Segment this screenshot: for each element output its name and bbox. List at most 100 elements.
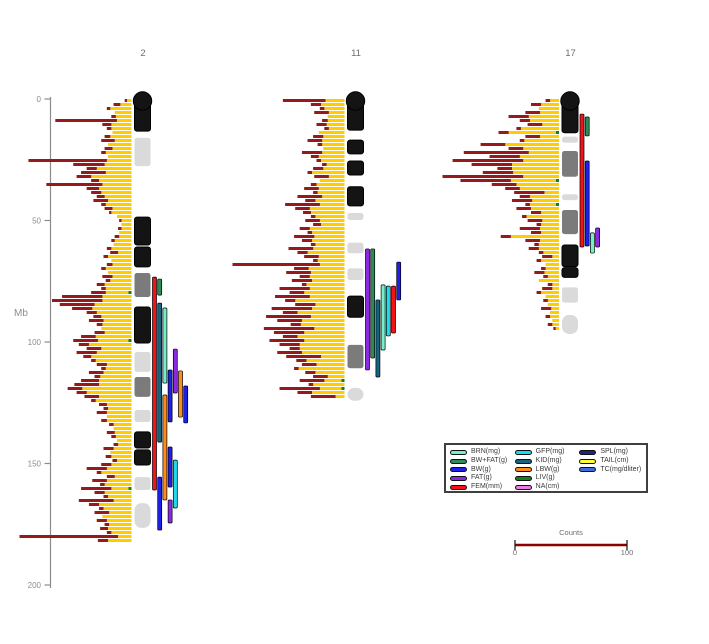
y-axis-tick-label: 200: [28, 581, 42, 590]
legend-label-SPL: SPL(mg): [600, 448, 628, 455]
count-histogram-17: [442, 99, 559, 330]
legend-label-GFP: GFP(mg): [535, 448, 565, 455]
qtl-bar-FAT: [595, 227, 600, 248]
qtl-bar-FAT: [167, 499, 173, 524]
legend-item-FAT: FAT(g): [450, 474, 515, 483]
legend-label-NA: NA(cm): [535, 483, 560, 491]
ideogram-band: [134, 216, 151, 246]
legend-label-BWFAT: BW+FAT(g): [471, 456, 508, 464]
legend-swatch-SPL: [579, 449, 597, 455]
chromosome-label-11: 11: [351, 48, 361, 59]
y-axis-title: Mb: [14, 308, 28, 319]
centromere-knob: [132, 91, 153, 111]
ideogram-band: [134, 503, 151, 528]
ideogram-band: [134, 246, 151, 268]
legend-swatch-FAT: [450, 476, 467, 482]
legend-label-TC: TC(mg/dliter): [600, 465, 642, 473]
y-axis-tick-label: 100: [28, 338, 42, 347]
qtl-bar-KID: [157, 302, 163, 443]
ideogram-band: [134, 376, 151, 397]
legend-item-TAIL: TAIL(cm): [579, 457, 644, 466]
green-baseline-tick: [556, 203, 559, 206]
qtl-bar-LBW: [162, 394, 168, 501]
green-baseline-tick: [128, 291, 132, 294]
chromosome-panel-17: 17: [565, 48, 576, 59]
legend-swatch-NA: [514, 485, 532, 491]
chromosome-panel-2: 2: [140, 48, 145, 59]
qtl-bar-BRN: [162, 307, 168, 384]
legend-swatch-TAIL: [579, 458, 597, 464]
green-baseline-tick: [341, 387, 345, 390]
ideogram-band: [134, 306, 151, 344]
ideogram-band: [562, 151, 578, 177]
ideogram-band: [134, 449, 151, 466]
legend-label-BRN: BRN(mg): [471, 448, 501, 455]
ideogram-band: [562, 210, 578, 235]
qtl-bar-BRN: [590, 232, 595, 254]
legend-item-NA: NA(cm): [514, 483, 580, 492]
qtl-bar-GFP: [172, 459, 178, 509]
scalebar-title: Counts: [559, 528, 583, 537]
qtl-bar-LBW: [178, 370, 183, 418]
legend-column-1: GFP(mg) KID(mg) LBW(g) LIV(g) NA(cm): [514, 448, 580, 492]
scalebar-min-label: 0: [512, 548, 518, 557]
ideogram-band: [134, 477, 151, 490]
legend-swatch-FEM: [450, 485, 467, 491]
ideogram-band: [561, 244, 579, 268]
ideogram-band: [562, 194, 578, 201]
ideogram-band: [347, 295, 364, 318]
qtl-bars-2: [152, 276, 189, 531]
qtl-bar-GFP: [385, 285, 391, 337]
ideogram-band: [134, 410, 151, 422]
green-baseline-tick: [341, 379, 345, 382]
ideogram-band: [561, 267, 579, 278]
qtl-bar-BWFAT: [584, 116, 590, 137]
ideogram-band: [347, 268, 364, 281]
ideogram-band: [134, 431, 151, 449]
legend-label-BW: BW(g): [471, 465, 491, 473]
ideogram-band: [347, 387, 364, 401]
ideogram-band: [562, 315, 578, 334]
ideogram-band: [134, 272, 151, 298]
ideogram-band: [134, 351, 151, 372]
chromosome-label-17: 17: [565, 48, 576, 59]
qtl-bar-FAT: [365, 248, 370, 371]
legend-item-GFP: GFP(mg): [514, 448, 580, 457]
qtl-bars-17: [579, 113, 600, 254]
green-baseline-tick: [128, 487, 132, 490]
qtl-bar-BW: [157, 476, 163, 531]
ideogram-band: [562, 136, 578, 143]
ideogram-band: [347, 139, 364, 155]
green-baseline-tick: [128, 339, 132, 342]
legend-swatch-LIV: [514, 476, 532, 482]
qtl-bar-FEM: [579, 113, 585, 248]
centromere-knob: [345, 91, 366, 111]
ideogram-17: [560, 91, 580, 334]
trait-legend-box: BRN(mg) BW+FAT(g) BW(g) FAT(g) FEM(mm) GFP(mg…: [444, 443, 648, 493]
qtl-bar-BWFAT: [370, 248, 376, 359]
chromosome-label-2: 2: [140, 48, 145, 59]
y-axis-tick-label: 50: [32, 216, 41, 225]
qtl-bar-FEM: [391, 285, 396, 334]
legend-item-BWFAT: BW+FAT(g): [450, 457, 515, 466]
green-baseline-tick: [556, 131, 559, 134]
qtl-bar-FAT: [172, 348, 178, 394]
legend-item-BW: BW(g): [450, 466, 515, 475]
ideogram-band: [347, 242, 364, 254]
legend-swatch-BWFAT: [450, 458, 467, 464]
counts-scalebar: [514, 540, 628, 550]
qtl-bar-BRN: [380, 284, 386, 351]
qtl-bar-BW: [183, 385, 189, 424]
y-axis-tick-label: 150: [28, 459, 42, 468]
ideogram-2: [132, 91, 153, 528]
legend-item-BRN: BRN(mg): [450, 448, 515, 457]
ideogram-band: [347, 344, 364, 369]
y-axis-tick-label: 0: [37, 95, 42, 104]
ideogram-band: [134, 137, 151, 167]
ideogram-band: [347, 186, 364, 207]
legend-swatch-BRN: [450, 449, 467, 455]
legend-swatch-BW: [450, 467, 467, 473]
qtl-bar-KID: [375, 299, 381, 378]
